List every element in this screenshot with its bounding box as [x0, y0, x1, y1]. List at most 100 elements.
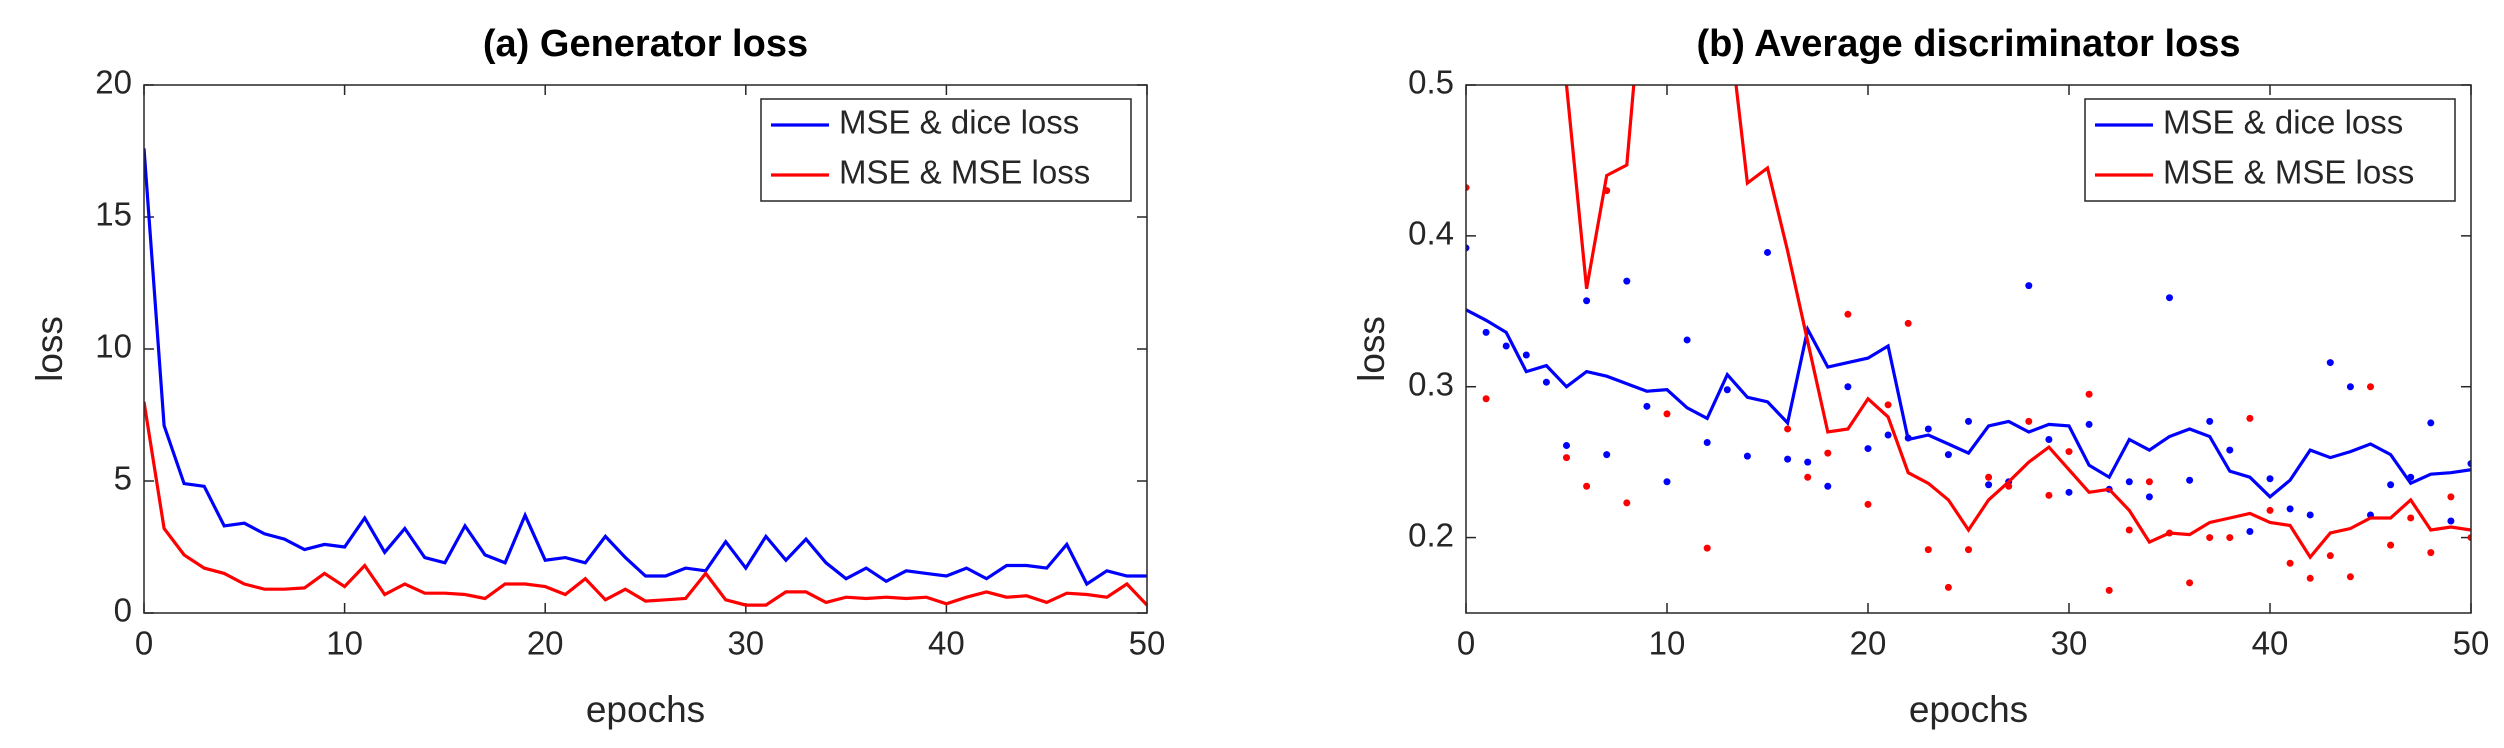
- legend-label: MSE & MSE loss: [2163, 154, 2414, 191]
- point: [2085, 390, 2093, 398]
- x-tick-label: 10: [326, 625, 363, 662]
- point: [1824, 482, 1832, 490]
- point: [2266, 475, 2274, 483]
- point: [1944, 583, 1952, 591]
- point: [1965, 546, 1972, 554]
- x-tick-label: 40: [2252, 625, 2289, 662]
- point: [1703, 439, 1711, 447]
- y-tick-label: 0.3: [1408, 365, 1454, 402]
- plot-layer: [1466, 85, 2471, 594]
- legend-label: MSE & MSE loss: [839, 154, 1090, 191]
- point: [1466, 184, 1470, 192]
- point: [2407, 473, 2415, 481]
- point: [2387, 541, 2395, 549]
- point: [1703, 544, 1711, 552]
- x-tick-label: 40: [928, 625, 965, 662]
- x-tick-label: 20: [1850, 625, 1887, 662]
- y-tick-label: 5: [114, 460, 132, 497]
- point: [1663, 478, 1671, 486]
- point: [1466, 244, 1470, 252]
- point: [1623, 499, 1631, 507]
- point: [1603, 187, 1611, 195]
- point: [2306, 511, 2314, 519]
- point: [2065, 448, 2073, 456]
- series-line: [1564, 85, 2471, 560]
- point: [1583, 297, 1591, 305]
- x-axis-label: epochs: [1909, 689, 2028, 730]
- point: [1764, 248, 1771, 256]
- point: [1884, 431, 1892, 439]
- point: [2226, 446, 2234, 454]
- point: [1824, 449, 1832, 457]
- point: [1522, 351, 1530, 359]
- y-tick-label: 10: [95, 328, 132, 365]
- x-tick-label: 0: [135, 625, 153, 662]
- point: [2326, 359, 2334, 367]
- point: [2407, 514, 2415, 522]
- point: [1542, 378, 1550, 386]
- point: [1804, 473, 1812, 481]
- point: [2105, 586, 2113, 594]
- axes-box: [143, 84, 1148, 614]
- point: [2045, 491, 2053, 499]
- point: [1583, 482, 1591, 490]
- point: [1563, 454, 1570, 462]
- point: [1784, 425, 1792, 433]
- legend-box: [2084, 98, 2456, 202]
- y-axis-label: loss: [1351, 316, 1392, 382]
- point: [2125, 478, 2133, 486]
- y-axis-label: loss: [29, 316, 70, 382]
- point: [2005, 482, 2013, 490]
- point: [2246, 414, 2254, 422]
- plot-layer: [144, 148, 1147, 607]
- point: [2206, 417, 2214, 425]
- point: [2346, 573, 2354, 581]
- x-tick-label: 30: [2051, 625, 2088, 662]
- point: [2427, 419, 2435, 427]
- point: [2125, 526, 2133, 534]
- point: [1482, 395, 1490, 403]
- point: [1904, 434, 1912, 442]
- point: [2467, 460, 2471, 468]
- point: [1965, 417, 1972, 425]
- x-tick-label: 50: [2453, 625, 2490, 662]
- point: [2206, 534, 2214, 542]
- point: [2226, 534, 2234, 542]
- point: [1482, 328, 1490, 336]
- point: [2246, 528, 2254, 536]
- point: [2306, 574, 2314, 582]
- point: [1502, 342, 1510, 350]
- x-tick-label: 20: [527, 625, 564, 662]
- point: [1884, 401, 1892, 409]
- point: [2085, 420, 2093, 428]
- point: [2467, 534, 2471, 542]
- point: [2266, 506, 2274, 514]
- point: [1985, 473, 1993, 481]
- point: [1944, 451, 1952, 459]
- x-tick-label: 50: [1129, 625, 1166, 662]
- point: [1603, 451, 1611, 459]
- point: [2166, 294, 2173, 302]
- point: [2166, 529, 2173, 537]
- chart-title: (a) Generator loss: [483, 23, 808, 65]
- legend-label: MSE & dice loss: [2163, 104, 2403, 141]
- point: [2145, 493, 2153, 501]
- point: [1784, 455, 1792, 463]
- point: [2326, 552, 2334, 560]
- point: [2367, 383, 2374, 391]
- point: [2025, 282, 2033, 290]
- point: [2065, 488, 2073, 496]
- point: [1804, 458, 1812, 466]
- legend-label: MSE & dice loss: [839, 104, 1079, 141]
- point: [2186, 579, 2194, 587]
- point: [2025, 417, 2033, 425]
- point: [2447, 517, 2455, 525]
- point: [1743, 452, 1751, 460]
- x-tick-label: 0: [1457, 625, 1475, 662]
- point: [1864, 445, 1872, 453]
- y-tick-label: 0: [114, 592, 132, 629]
- point: [2286, 559, 2294, 567]
- series-line: [144, 148, 1147, 587]
- point: [2346, 383, 2354, 391]
